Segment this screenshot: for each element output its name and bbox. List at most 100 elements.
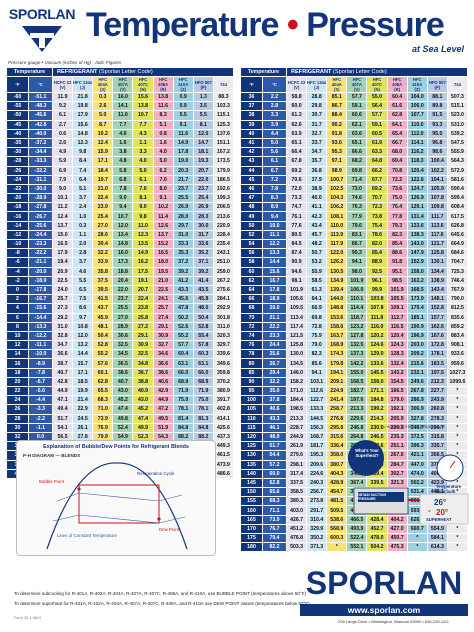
pressure-cell: 22.9 <box>72 404 94 415</box>
pressure-cell: 190.9 <box>406 321 428 332</box>
pressure-cell: 129.0 <box>366 349 388 360</box>
pressure-cell: 43.3 <box>172 284 194 296</box>
temp-f-cell: 135 <box>240 459 263 470</box>
pressure-cell: 69.8 <box>306 312 328 323</box>
pressure-cell: 19.3 <box>192 156 214 167</box>
pressure-cell: 19.0 <box>172 156 194 167</box>
pressure-cell: 16.0 <box>112 248 134 259</box>
pressure-cell: 228.7 <box>286 422 308 433</box>
pressure-cell: 1.0 <box>72 211 94 222</box>
pressure-cell: 329.7 <box>212 340 235 351</box>
temp-f-cell: -18 <box>6 202 29 213</box>
table-row: 54 12.2 84.5 48.2 117.9 86.7 82.0 85.4 143.0 121.… <box>240 238 469 250</box>
letter-code-label: (Sporlan Letter Code) <box>332 69 387 75</box>
pressure-cell: 11.2 <box>52 202 74 213</box>
temp-f-cell: 64 <box>240 284 263 296</box>
temp-c-cell: 15.6 <box>261 266 288 277</box>
temp-c-cell: -45.6 <box>27 110 54 121</box>
pressure-cell: 859.2 <box>446 321 469 332</box>
pressure-cell: 94.1 <box>306 367 328 378</box>
pressure-cell: 43.7 <box>92 303 114 314</box>
pressure-cell: 38.9 <box>306 183 328 195</box>
pressure-cell: 12.4 <box>52 211 74 222</box>
pressure-cell: 32.5 <box>132 349 154 360</box>
refrigerant-code: (V) <box>293 84 300 90</box>
pressure-cell: 68.2 <box>346 156 368 167</box>
temp-f-cell: 47 <box>240 193 263 204</box>
pressure-cell: 4.0 <box>152 147 174 158</box>
pressure-cell: 18.5 <box>72 376 94 388</box>
pressure-cell: 185.1 <box>406 312 428 323</box>
refrigerant-col-header: HFC 407A (V) <box>346 76 368 93</box>
page-subtitle: at Sea Level <box>411 44 464 54</box>
pressure-cell: 81.4 <box>172 413 194 424</box>
pressure-cell: 10.7 <box>112 211 134 222</box>
pressure-cell: 45.9 <box>92 312 114 323</box>
table-row: -18 -27.8 11.2 2.4 23.9 9.4 9.0 10.2 26.9 26.9 206… <box>6 202 235 213</box>
pressure-cell: 103.1 <box>306 376 328 388</box>
pressure-cell: 10.7 <box>132 110 154 121</box>
website-link[interactable]: www.sporlan.com <box>300 604 468 616</box>
temp-c-cell: -48.3 <box>27 101 54 112</box>
temp-c-cell: -5.6 <box>27 385 54 397</box>
pressure-cell: 1.1 <box>132 137 154 149</box>
pressure-cell: 12.0 <box>112 220 134 231</box>
pressure-cell: 20.3 <box>172 165 194 176</box>
temp-f-cell: 37 <box>240 101 263 112</box>
pressure-cell: 24.5 <box>72 413 94 424</box>
pressure-cell: 1027.3 <box>446 367 469 378</box>
temp-c-cell: 20.0 <box>261 303 288 314</box>
table-row: 45 7.2 70.6 37.9 100.7 71.4 67.7 72.2 122.6 104.1… <box>240 174 469 185</box>
pressure-cell: 531.0 <box>446 119 469 130</box>
temp-f-cell: -30 <box>6 147 29 158</box>
temp-f-cell: 10 <box>6 330 29 342</box>
pressure-cell: 564.3 <box>446 156 469 167</box>
pressure-cell: 105.9 <box>426 183 448 195</box>
table-row: -22 -30.0 9.0 5.1 21.0 7.8 7.0 8.0 23.7 23.7 192.6 <box>6 183 235 195</box>
refrigerant-name: 744 <box>453 82 461 87</box>
pressure-cell: 131.4 <box>406 211 428 222</box>
pressure-cell: 163.7 <box>326 330 348 342</box>
table-row: 0 -17.8 24.0 6.5 39.5 22.0 20.7 22.5 43.3 43.5 275… <box>6 284 235 296</box>
temp-f-cell: 58 <box>240 257 263 268</box>
pressure-cell: 124.7 <box>406 183 428 195</box>
pressure-cell: 7.7 <box>112 119 134 130</box>
pressure-cell: 59.1 <box>346 101 368 112</box>
pt-table-left: Temperature REFRIGERANT (Sporlan Letter … <box>5 67 235 479</box>
pressure-cell: 327.8 <box>406 413 428 424</box>
temp-f-cell: 180 <box>240 542 263 553</box>
pressure-cell: 6.8 <box>112 174 134 185</box>
pressure-cell: 284.1 <box>212 294 235 305</box>
pressure-cell: 7.5 <box>72 294 94 305</box>
temp-f-cell: -24 <box>6 174 29 185</box>
refrigerant-col-header: 744 <box>446 76 469 93</box>
pressure-cell: 120.2 <box>366 330 388 342</box>
table-row: 30 -1.1 54.1 26.1 76.9 52.4 49.9 51.9 84.8 84.8 42… <box>6 422 235 433</box>
company-address: 206 Lange Drive • Washington, Missouri 6… <box>338 619 449 624</box>
pressure-cell: 29.2 <box>52 312 74 323</box>
pressure-cell: 69.4 <box>386 156 408 167</box>
refrigerant-name: HFO 507 <box>428 79 446 85</box>
pressure-cell: 4.8 <box>112 156 134 167</box>
temp-c-cell: -31.1 <box>27 174 54 185</box>
pressure-cell: 59.1 <box>366 119 388 130</box>
refrigerant-label: REFRIGERANT <box>57 69 98 75</box>
table-row: 115 46.1 228.7 156.3 295.8 246.8 230.0 220.3 349… <box>240 422 469 433</box>
pressure-cell: 27.0 <box>112 312 134 323</box>
pressure-cell: 110.0 <box>326 220 348 231</box>
pressure-cell: 13.7 <box>52 220 74 231</box>
pressure-cell: 114.1 <box>406 137 428 149</box>
pressure-cell: 148.8 <box>326 303 348 314</box>
pressure-cell: 358.5 <box>286 487 308 498</box>
pressure-cell: 95.0 <box>426 128 448 139</box>
pressure-cell: 14.1 <box>112 101 134 112</box>
pressure-cell: 14.9 <box>172 137 194 149</box>
temp-f-cell: 28 <box>6 413 29 424</box>
pressure-cell: 47.2 <box>152 404 174 415</box>
minus-sign: - <box>428 506 431 515</box>
pressure-cell: 31.0 <box>172 229 194 241</box>
temp-c-cell: -26.7 <box>27 211 54 222</box>
pressure-cell: 503.3 <box>286 542 308 553</box>
pressure-cell: 17.8 <box>172 147 194 158</box>
pressure-cell: 72.8 <box>306 321 328 332</box>
